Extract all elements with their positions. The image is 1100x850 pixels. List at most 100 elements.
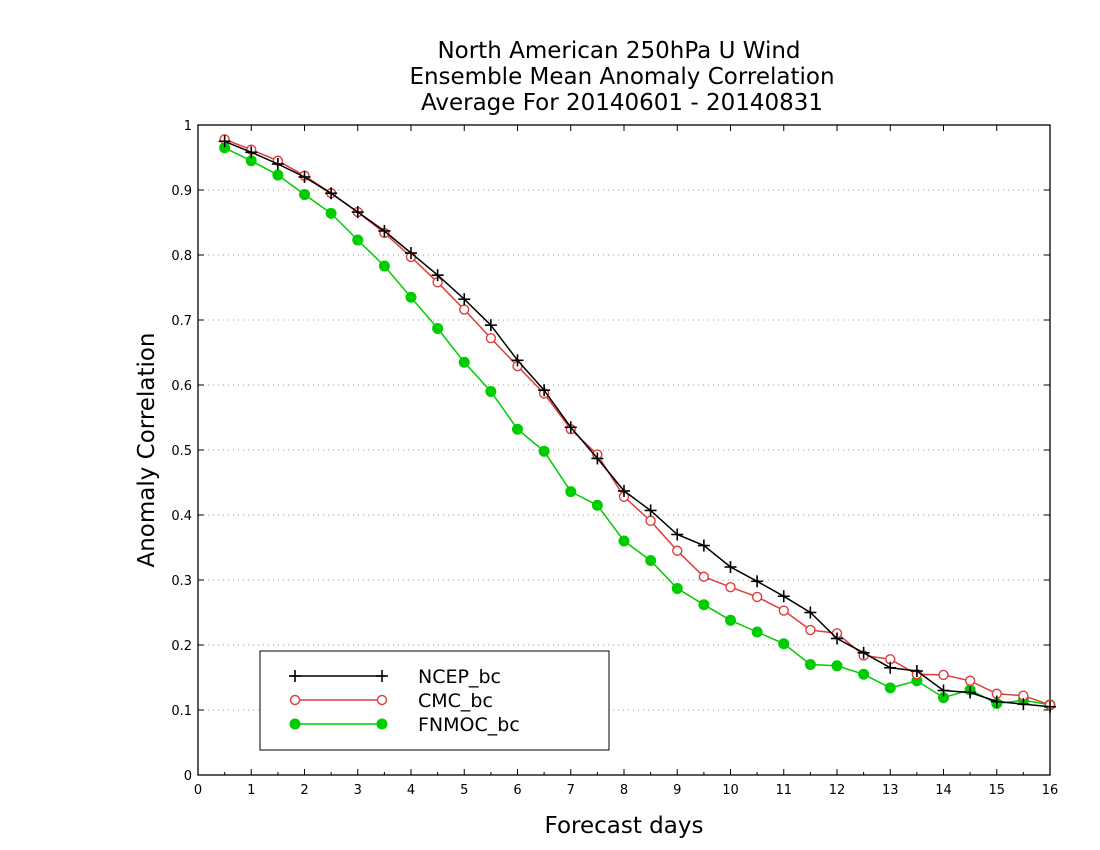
x-tick-label-8: 8 [620,783,628,798]
y-tick-label-1: 0.1 [171,704,192,719]
point-ncep-bc-12 [538,384,551,397]
point-ncep-bc-2 [271,158,284,170]
y-tick-label-8: 0.8 [171,249,192,264]
point-cmc-bc-18 [698,571,710,582]
point-ncep-bc-5 [351,206,364,219]
series-line-fnmoc-bc [224,147,1051,706]
series-line-cmc-bc [224,138,1051,706]
title-line-2: Ensemble Mean Anomaly Correlation [409,64,834,90]
point-ncep-bc-24 [857,646,870,659]
y-tick-label-5: 0.5 [171,444,192,459]
point-fnmoc-bc-21 [778,638,790,650]
point-fnmoc-bc-5 [352,234,364,246]
point-ncep-bc-29 [990,695,1003,708]
point-ncep-bc-10 [484,319,497,332]
point-fnmoc-bc-11 [512,423,523,435]
legend-entry-fnmoc-bc: FNMOC_bc [289,714,520,736]
legend-marker-start-fnmoc-bc [289,718,301,730]
title-line-1: North American 250hPa U Wind [437,38,800,64]
x-tick-label-12: 12 [829,783,846,798]
point-ncep-bc-7 [405,247,417,260]
point-ncep-bc-21 [777,590,790,603]
x-tick-label-9: 9 [673,783,681,798]
point-cmc-bc-16 [645,515,656,527]
y-tick-label-6: 0.6 [171,379,192,394]
point-ncep-bc-18 [697,539,710,552]
series-line-ncep-bc [224,140,1051,708]
point-ncep-bc-1 [245,146,258,159]
point-cmc-bc-9 [459,304,470,315]
chart-title: North American 250hPa U Wind Ensemble Me… [409,38,834,116]
legend-marker-start-cmc-bc [289,694,301,706]
legend-label-ncep-bc: NCEP_bc [418,666,501,688]
x-tick-label-15: 15 [988,783,1005,798]
series-fnmoc-bc [219,142,1056,711]
x-tick-label-13: 13 [882,783,899,798]
point-fnmoc-bc-24 [858,668,870,680]
point-ncep-bc-19 [724,561,737,573]
point-fnmoc-bc-7 [405,291,417,303]
x-tick-label-2: 2 [300,783,308,798]
point-ncep-bc-31 [1044,700,1056,713]
legend-marker-start-ncep-bc [289,670,301,682]
point-cmc-bc-21 [778,605,789,616]
legend-label-cmc-bc: CMC_bc [418,690,493,712]
point-fnmoc-bc-12 [538,445,550,457]
series-ncep-bc [218,135,1056,713]
point-ncep-bc-9 [458,293,471,306]
point-fnmoc-bc-25 [884,682,896,694]
title-line-3: Average For 20140601 - 20140831 [421,90,823,116]
point-fnmoc-bc-23 [831,660,843,672]
point-ncep-bc-13 [564,421,577,434]
point-ncep-bc-0 [218,135,231,148]
point-ncep-bc-4 [325,187,338,200]
point-ncep-bc-17 [671,528,684,541]
point-cmc-bc-22 [805,624,816,636]
point-fnmoc-bc-2 [272,169,284,181]
point-cmc-bc-28 [964,675,976,686]
y-tick-label-7: 0.7 [171,314,192,329]
point-fnmoc-bc-22 [804,659,816,670]
point-ncep-bc-15 [618,484,630,497]
point-fnmoc-bc-8 [432,322,444,334]
point-cmc-bc-19 [725,581,736,593]
y-tick-label-10: 1 [184,119,192,134]
x-tick-label-7: 7 [567,783,575,798]
point-ncep-bc-22 [804,606,817,619]
point-ncep-bc-14 [591,452,604,465]
x-tick-label-11: 11 [775,783,792,798]
point-ncep-bc-6 [378,224,391,237]
legend-marker-end-cmc-bc [376,694,388,706]
point-ncep-bc-8 [431,269,444,282]
point-fnmoc-bc-3 [299,189,310,201]
series-cmc-bc [219,134,1056,710]
x-tick-label-5: 5 [460,783,468,798]
point-fnmoc-bc-13 [565,486,577,498]
y-tick-label-3: 0.3 [171,574,192,589]
point-ncep-bc-26 [910,665,923,677]
point-cmc-bc-17 [672,545,683,556]
point-ncep-bc-23 [831,632,843,645]
point-ncep-bc-20 [751,575,764,588]
point-fnmoc-bc-15 [618,535,630,547]
legend-entry-ncep-bc: NCEP_bc [289,666,501,688]
y-tick-label-9: 0.9 [171,184,192,199]
point-ncep-bc-16 [644,504,657,517]
point-fnmoc-bc-19 [725,614,736,626]
point-fnmoc-bc-10 [485,386,497,397]
point-fnmoc-bc-18 [698,599,710,611]
point-cmc-bc-10 [485,333,497,344]
x-tick-label-6: 6 [513,783,521,798]
legend-label-fnmoc-bc: FNMOC_bc [418,714,520,736]
x-tick-label-3: 3 [354,783,362,798]
point-cmc-bc-20 [751,591,763,603]
point-fnmoc-bc-14 [591,499,603,511]
point-ncep-bc-3 [298,171,311,183]
point-cmc-bc-27 [938,669,949,681]
point-ncep-bc-27 [937,684,950,697]
point-ncep-bc-30 [1017,698,1030,711]
point-fnmoc-bc-17 [671,582,683,594]
legend-marker-end-fnmoc-bc [376,718,388,730]
point-fnmoc-bc-20 [751,626,763,638]
